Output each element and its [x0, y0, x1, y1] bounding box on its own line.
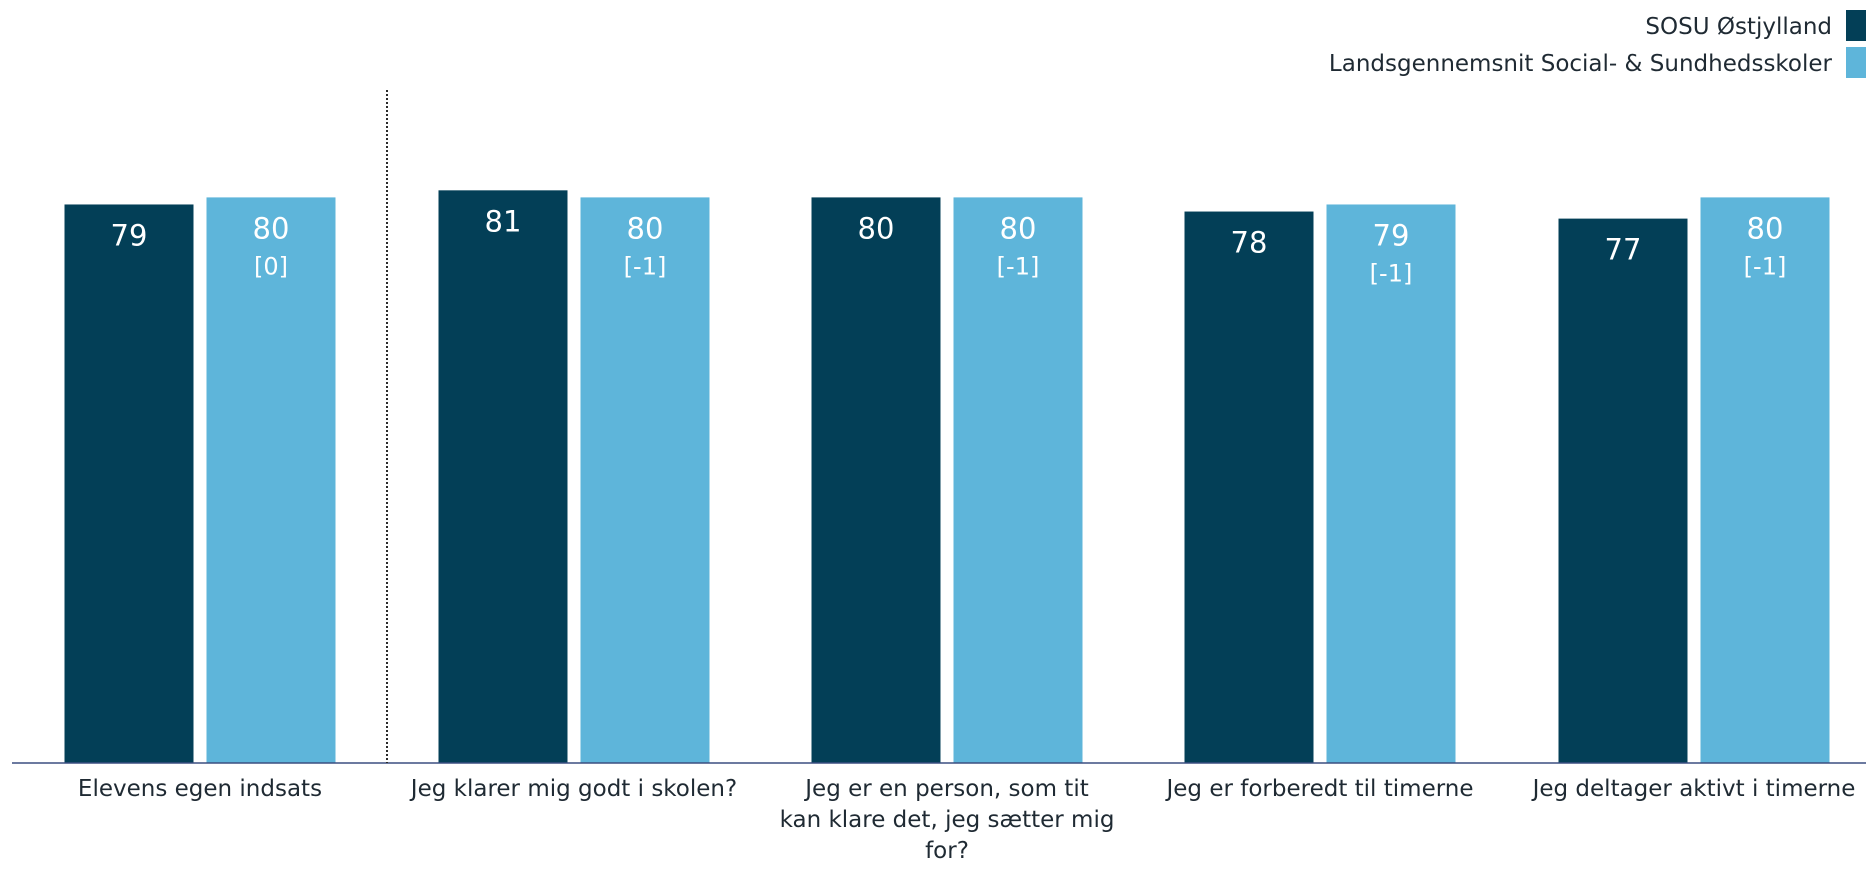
change-label-national-1: [-1] — [624, 252, 667, 280]
bar-sosu-1 — [438, 190, 568, 763]
category-label-2: Jeg er en person, som tit kan klare det, … — [780, 776, 1115, 864]
legend-label-1: Landsgennemsnit Social- & Sundhedsskoler — [1329, 51, 1833, 77]
change-label-national-2: [-1] — [997, 252, 1040, 280]
value-label-sosu-1: 81 — [485, 204, 522, 238]
value-label-sosu-4: 77 — [1605, 233, 1642, 267]
value-label-national-1: 80 — [627, 211, 664, 245]
bar-national-3 — [1326, 204, 1456, 764]
legend-swatch-1 — [1846, 47, 1866, 78]
bar-sosu-3 — [1184, 211, 1314, 764]
value-label-sosu-3: 78 — [1231, 226, 1268, 260]
bar-sosu-4 — [1558, 218, 1688, 764]
category-label-1: Jeg klarer mig godt i skolen? — [409, 776, 737, 802]
value-label-national-0: 80 — [253, 211, 290, 245]
change-label-national-0: [0] — [254, 252, 288, 280]
bars-group — [64, 190, 1830, 764]
value-label-national-3: 79 — [1373, 218, 1410, 252]
value-label-national-2: 80 — [1000, 211, 1037, 245]
change-label-national-4: [-1] — [1744, 252, 1787, 280]
category-label-3: Jeg er forberedt til timerne — [1164, 776, 1473, 802]
category-label-4: Jeg deltager aktivt i timerne — [1531, 776, 1856, 802]
value-labels-group: 79 80 [0] 81 80 [-1] 80 80 [-1] 78 79 [-1] 77 80 [-1] — [111, 204, 1787, 287]
bar-sosu-2 — [811, 197, 941, 763]
bar-sosu-0 — [64, 204, 194, 764]
bar-national-4 — [1700, 197, 1830, 763]
change-label-national-3: [-1] — [1370, 259, 1413, 287]
legend-label-0: SOSU Østjylland — [1645, 14, 1832, 40]
bar-national-1 — [580, 197, 710, 763]
category-labels-group: Elevens egen indsats Jeg klarer mig godt … — [78, 776, 1855, 864]
bar-national-0 — [206, 197, 336, 763]
value-label-sosu-2: 80 — [858, 211, 895, 245]
value-label-national-4: 80 — [1747, 211, 1784, 245]
legend-swatch-0 — [1846, 10, 1866, 41]
category-label-0: Elevens egen indsats — [78, 776, 322, 802]
legend: SOSU Østjylland Landsgennemsnit Social- &… — [1329, 10, 1866, 78]
bar-national-2 — [953, 197, 1083, 763]
x-axis — [12, 90, 1866, 764]
value-label-sosu-0: 79 — [111, 218, 148, 252]
